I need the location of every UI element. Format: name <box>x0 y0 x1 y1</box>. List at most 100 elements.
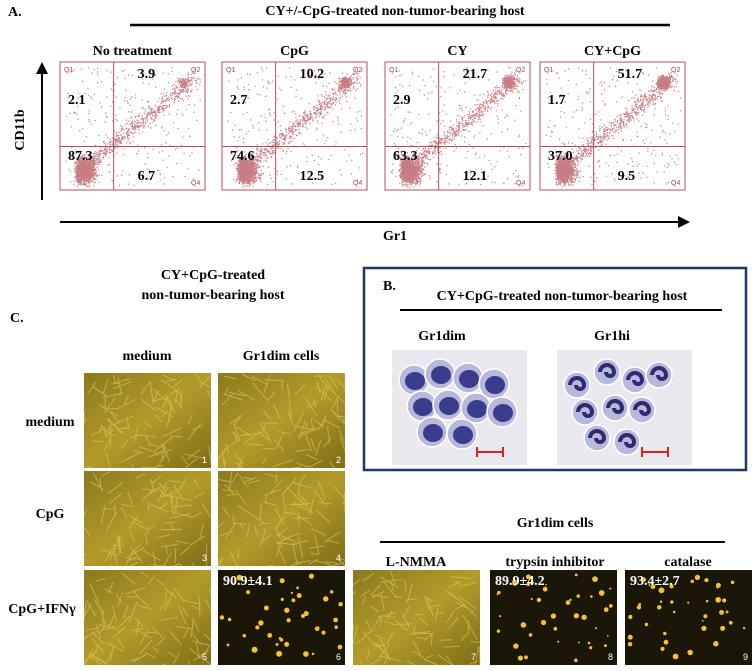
debris <box>569 598 572 602</box>
debris <box>557 640 560 643</box>
overlay-value: 90.9±4.1 <box>223 574 273 589</box>
debris <box>687 601 690 604</box>
debris <box>553 626 558 631</box>
nucleus <box>453 426 473 444</box>
debris <box>703 614 708 619</box>
debris <box>592 576 598 582</box>
y-axis-label: CD11b <box>13 109 28 150</box>
debris <box>311 652 315 656</box>
quadrant-tag: Q2 <box>353 67 362 74</box>
debris <box>513 643 519 649</box>
debris <box>606 634 609 637</box>
debris <box>226 643 230 647</box>
quadrant-value: 9.5 <box>618 169 636 184</box>
nucleus <box>650 366 669 381</box>
micrograph <box>84 570 211 665</box>
debris <box>236 574 243 581</box>
debris <box>705 599 709 603</box>
column-label: Gr1dim cells <box>243 349 320 364</box>
debris <box>526 582 531 587</box>
debris <box>308 573 315 579</box>
row-label: medium <box>26 415 75 430</box>
debris <box>231 582 234 585</box>
debris <box>499 615 502 618</box>
debris <box>334 625 338 629</box>
debris <box>589 646 593 650</box>
debris <box>595 627 598 630</box>
debris <box>701 620 704 622</box>
debris <box>648 584 651 586</box>
debris <box>590 595 593 598</box>
cell-label: Gr1hi <box>594 329 630 344</box>
quadrant-tag: Q4 <box>353 180 362 187</box>
debris <box>701 625 707 631</box>
nucleus <box>459 370 479 388</box>
cell-fibers <box>352 570 481 666</box>
debris <box>296 586 299 590</box>
micrograph <box>353 570 480 665</box>
debris <box>672 610 676 614</box>
cell-fibers <box>83 373 212 469</box>
debris <box>598 590 605 596</box>
debris <box>672 653 679 660</box>
nucleus <box>598 363 617 378</box>
quadrant-value: 51.7 <box>618 67 643 82</box>
nucleus <box>568 376 587 391</box>
quadrant-tag: Q4 <box>671 180 680 187</box>
quadrant-tag: Q1 <box>226 67 235 74</box>
debris <box>528 633 533 637</box>
debris <box>267 632 273 638</box>
debris <box>704 578 709 583</box>
debris <box>542 586 548 592</box>
image-number: 1 <box>202 455 207 465</box>
debris <box>251 646 258 653</box>
debris <box>730 580 735 585</box>
nucleus <box>626 371 645 386</box>
plot-frame <box>221 61 368 191</box>
micrograph <box>218 570 345 665</box>
quadrant-tag: Q4 <box>191 180 200 187</box>
quadrant-value: 6.7 <box>138 169 156 184</box>
plot-title: CpG <box>280 44 309 59</box>
quadrant-tag: Q1 <box>544 67 553 74</box>
nucleus <box>413 398 433 416</box>
image-number: 7 <box>471 652 476 662</box>
debris <box>279 578 285 584</box>
debris <box>716 586 719 589</box>
debris <box>576 594 580 598</box>
quadrant-value: 1.7 <box>548 93 566 108</box>
debris <box>497 590 501 595</box>
scale-bar <box>476 447 504 457</box>
quadrant-value: 87.3 <box>68 149 93 164</box>
nucleus <box>618 433 637 448</box>
debris <box>574 573 578 577</box>
panel-title: CY+/-CpG-treated non-tumor-bearing host <box>265 4 525 19</box>
debris <box>286 618 291 623</box>
debris <box>545 583 547 586</box>
debris <box>530 597 533 601</box>
plot-title: CY <box>447 44 467 59</box>
column-label: medium <box>123 349 172 364</box>
debris <box>258 620 264 626</box>
debris <box>520 622 527 628</box>
nucleus <box>588 429 607 444</box>
nucleus <box>405 372 425 390</box>
debris <box>687 649 693 656</box>
nucleus <box>493 404 513 422</box>
debris <box>720 625 726 631</box>
image-number: 2 <box>336 455 341 465</box>
debris <box>660 646 665 651</box>
debris <box>276 650 283 657</box>
debris <box>658 587 665 594</box>
cell-fibers <box>217 373 346 469</box>
debris <box>659 600 663 604</box>
debris <box>581 614 587 620</box>
debris <box>329 590 334 594</box>
debris <box>301 614 305 618</box>
debris <box>249 576 252 579</box>
debris <box>275 642 279 646</box>
micrograph <box>625 570 752 665</box>
debris <box>663 631 667 636</box>
debris <box>303 610 309 617</box>
